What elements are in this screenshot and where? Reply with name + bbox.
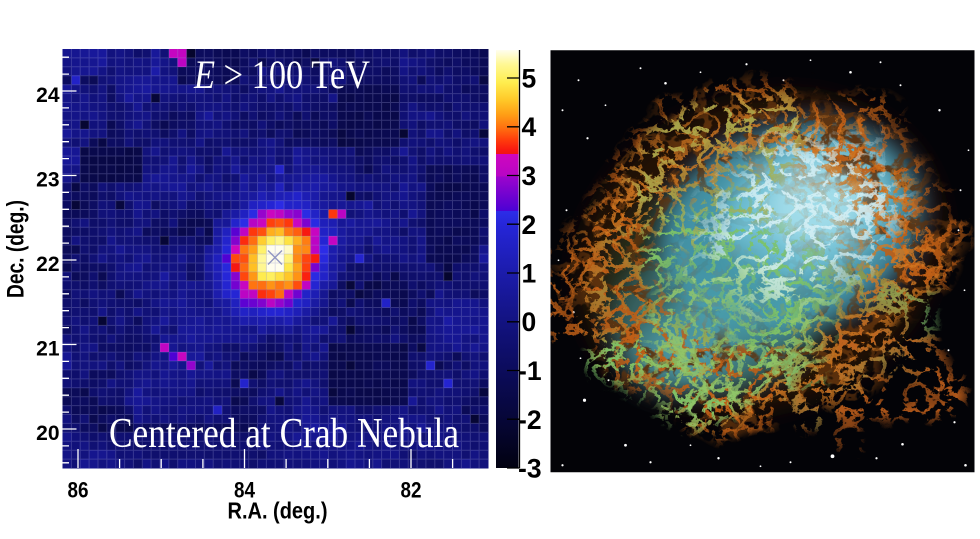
svg-text:0: 0 (522, 307, 537, 337)
svg-text:R.A. (deg.): R.A. (deg.) (228, 498, 328, 524)
svg-text:24: 24 (36, 84, 60, 107)
svg-text:86: 86 (68, 478, 89, 503)
svg-text:1: 1 (522, 259, 537, 289)
svg-text:Dec. (deg.): Dec. (deg.) (3, 200, 30, 298)
svg-text:-2: -2 (518, 405, 542, 435)
svg-text:82: 82 (401, 478, 422, 503)
svg-text:-3: -3 (518, 454, 542, 484)
svg-text:-1: -1 (518, 356, 542, 386)
svg-text:3: 3 (522, 161, 537, 191)
svg-text:20: 20 (36, 422, 59, 445)
svg-text:Centered at Crab Nebula: Centered at Crab Nebula (109, 411, 459, 457)
svg-text:84: 84 (234, 478, 255, 503)
svg-text:4: 4 (522, 112, 537, 142)
svg-text:5: 5 (522, 64, 537, 94)
svg-text:21: 21 (36, 338, 60, 361)
svg-text:22: 22 (36, 253, 59, 276)
svg-text:E > 100 TeV: E > 100 TeV (193, 52, 370, 97)
svg-text:2: 2 (522, 210, 537, 240)
svg-text:23: 23 (36, 169, 59, 192)
